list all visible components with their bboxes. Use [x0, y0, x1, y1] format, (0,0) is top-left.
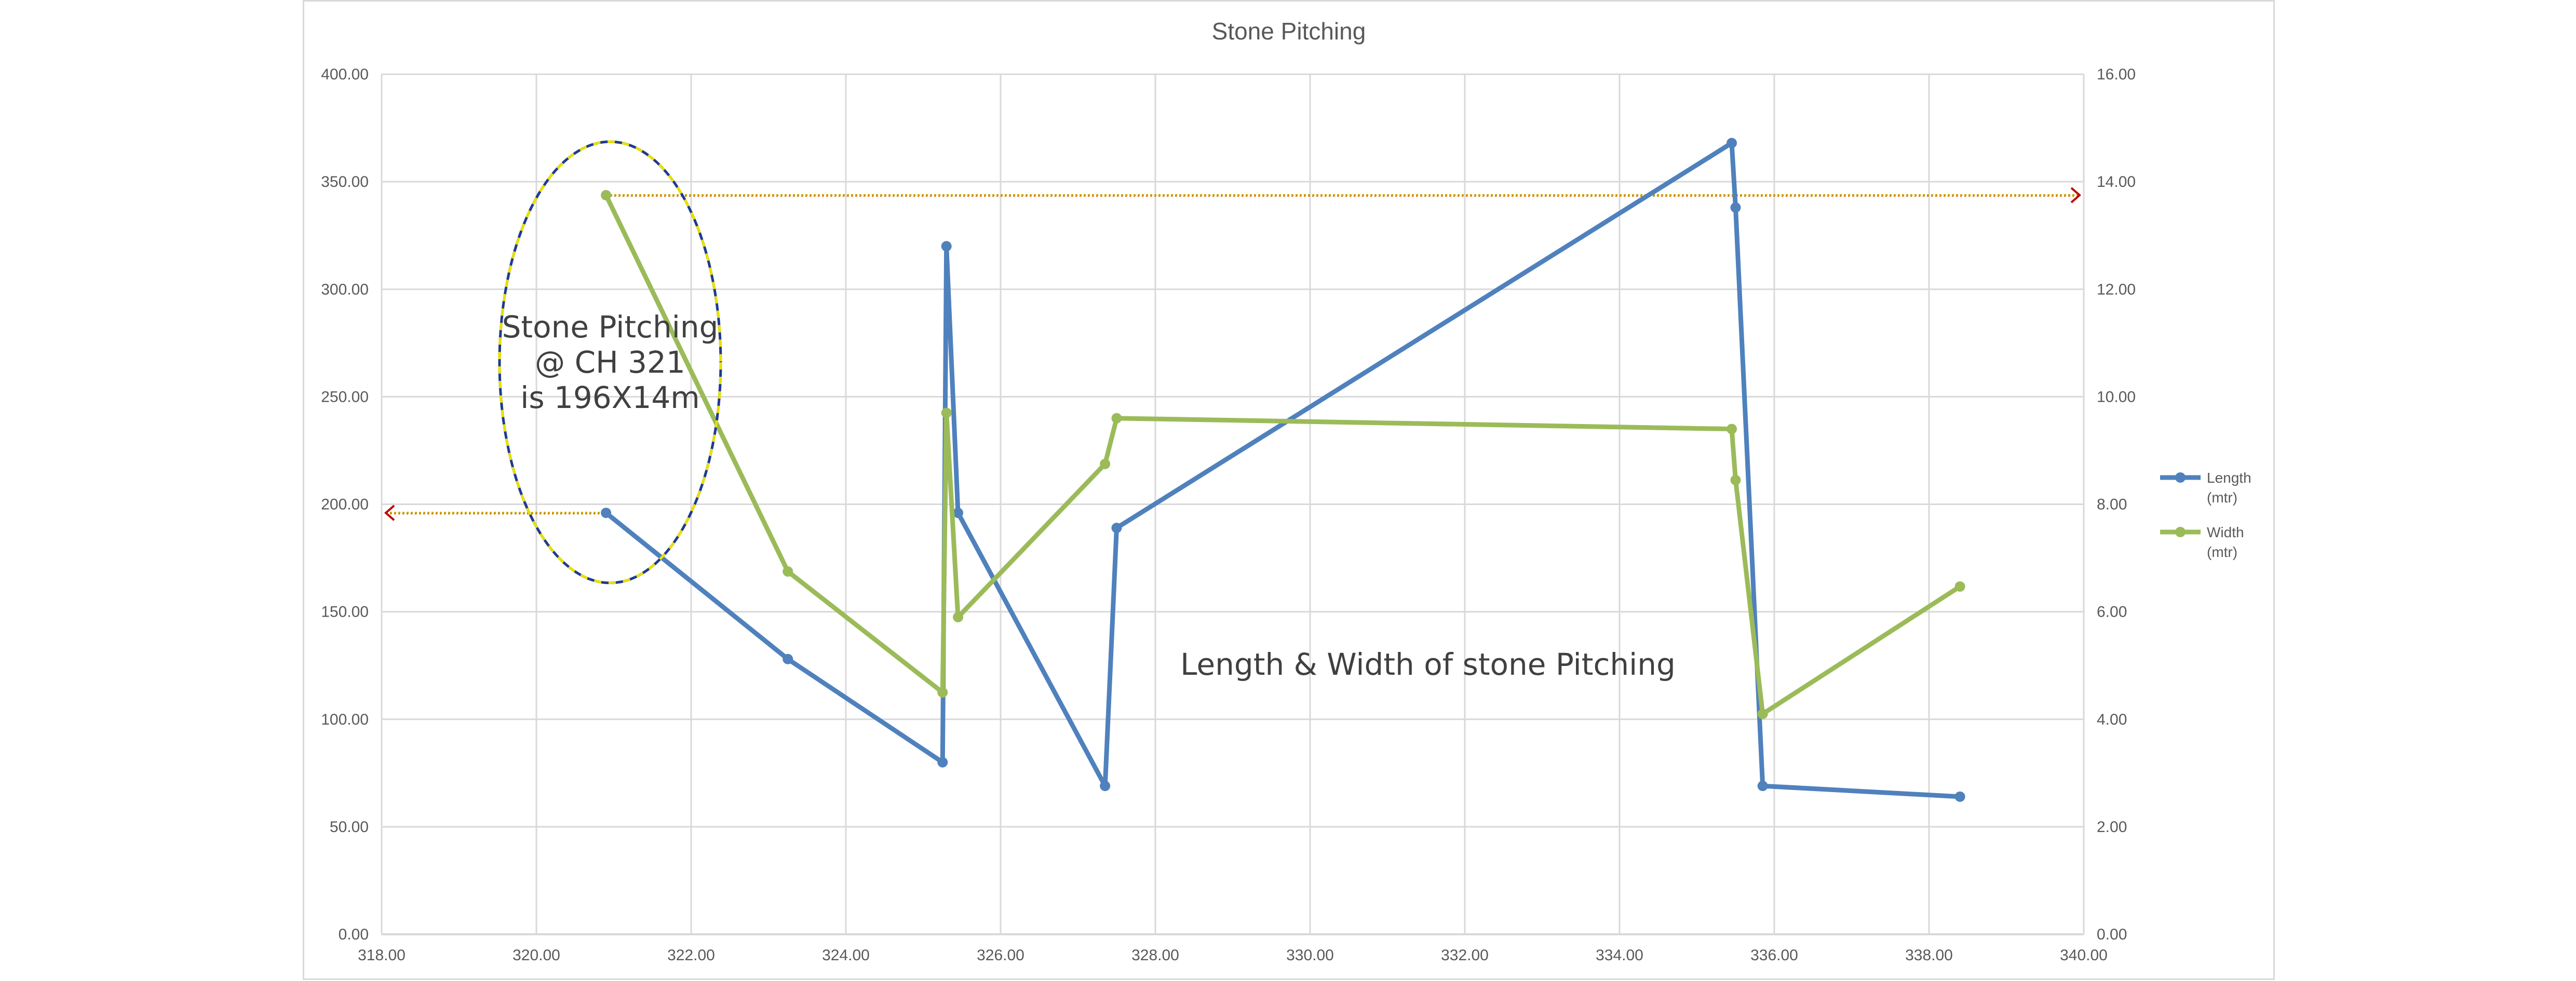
arrow-left-icon [384, 505, 395, 521]
x-tick-label: 318.00 [358, 947, 406, 964]
y-left-tick-label: 250.00 [321, 388, 369, 405]
data-point-length [1100, 781, 1111, 792]
data-point-length [937, 757, 948, 768]
data-point-length [1111, 523, 1122, 534]
gridlines [381, 73, 2085, 935]
x-tick-label: 322.00 [667, 947, 715, 964]
arrow-right-icon [2070, 187, 2082, 203]
axes: 0.00 50.00 100.00 150.00 200.00 250.00 300.00 3… [321, 66, 2136, 964]
reference-lines [384, 187, 2082, 521]
data-point-width [1727, 424, 1737, 434]
data-point-width [1730, 474, 1741, 485]
data-point-length [1727, 138, 1737, 148]
x-tick-label: 336.00 [1750, 947, 1798, 964]
x-tick-label: 330.00 [1286, 947, 1334, 964]
x-tick-label: 324.00 [822, 947, 870, 964]
y-right-tick-label: 6.00 [2097, 604, 2127, 621]
x-tick-label: 326.00 [977, 947, 1024, 964]
y-left-tick-label: 200.00 [321, 496, 369, 513]
data-point-length [953, 508, 964, 519]
callout-text-line: @ CH 321 [535, 345, 685, 380]
x-tick-label: 338.00 [1905, 947, 1953, 964]
y-left-tick-label: 0.00 [339, 926, 369, 943]
y-right-tick-label: 16.00 [2097, 66, 2136, 83]
legend-label-length: Length [2207, 470, 2251, 486]
legend-label-length: (mtr) [2207, 489, 2237, 506]
data-point-width [953, 611, 964, 622]
data-point-width [941, 407, 952, 418]
y-right-tick-label: 0.00 [2097, 926, 2127, 943]
callout-ellipse-dash [498, 140, 722, 584]
center-annotation: Length & Width of stone Pitching [1180, 647, 1676, 682]
callout-text-line: Stone Pitching [502, 309, 719, 345]
x-tick-label: 332.00 [1441, 947, 1489, 964]
data-point-width [1100, 458, 1111, 469]
y-left-tick-label: 100.00 [321, 711, 369, 728]
y-right-tick-label: 4.00 [2097, 711, 2127, 728]
data-point-width [601, 190, 612, 201]
y-right-tick-label: 14.00 [2097, 173, 2136, 190]
chart-title: Stone Pitching [1212, 18, 1366, 45]
y-right-tick-label: 12.00 [2097, 281, 2136, 298]
callout-text-line: is 196X14m [520, 380, 700, 415]
data-point-length [1954, 791, 1965, 802]
data-point-width [1757, 709, 1768, 719]
series [601, 138, 1965, 802]
x-tick-label: 340.00 [2060, 947, 2108, 964]
legend-label-width: Width [2207, 524, 2244, 540]
data-point-width [1111, 413, 1122, 424]
y-left-tick-label: 150.00 [321, 604, 369, 621]
y-right-tick-label: 8.00 [2097, 496, 2127, 513]
y-left-tick-label: 300.00 [321, 281, 369, 298]
legend: Length (mtr) Width (mtr) [2160, 470, 2251, 560]
y-left-tick-label: 50.00 [330, 819, 369, 836]
x-tick-label: 320.00 [512, 947, 560, 964]
data-point-length [941, 241, 952, 252]
data-point-length [1757, 781, 1768, 792]
y-right-tick-label: 2.00 [2097, 819, 2127, 836]
data-point-width [937, 687, 948, 698]
data-point-length [783, 653, 793, 664]
legend-marker-width [2175, 527, 2186, 537]
y-right-tick-label: 10.00 [2097, 388, 2136, 405]
x-tick-label: 334.00 [1596, 947, 1643, 964]
data-point-width [783, 566, 793, 577]
series-line-length [603, 141, 1963, 799]
legend-label-width: (mtr) [2207, 544, 2237, 560]
y-left-tick-label: 350.00 [321, 173, 369, 190]
y-left-tick-label: 400.00 [321, 66, 369, 83]
data-point-width [1954, 581, 1965, 592]
data-point-length [1730, 202, 1741, 213]
data-point-length [601, 508, 612, 519]
x-tick-label: 328.00 [1131, 947, 1179, 964]
legend-marker-length [2175, 472, 2186, 483]
chart-frame [303, 0, 2275, 980]
